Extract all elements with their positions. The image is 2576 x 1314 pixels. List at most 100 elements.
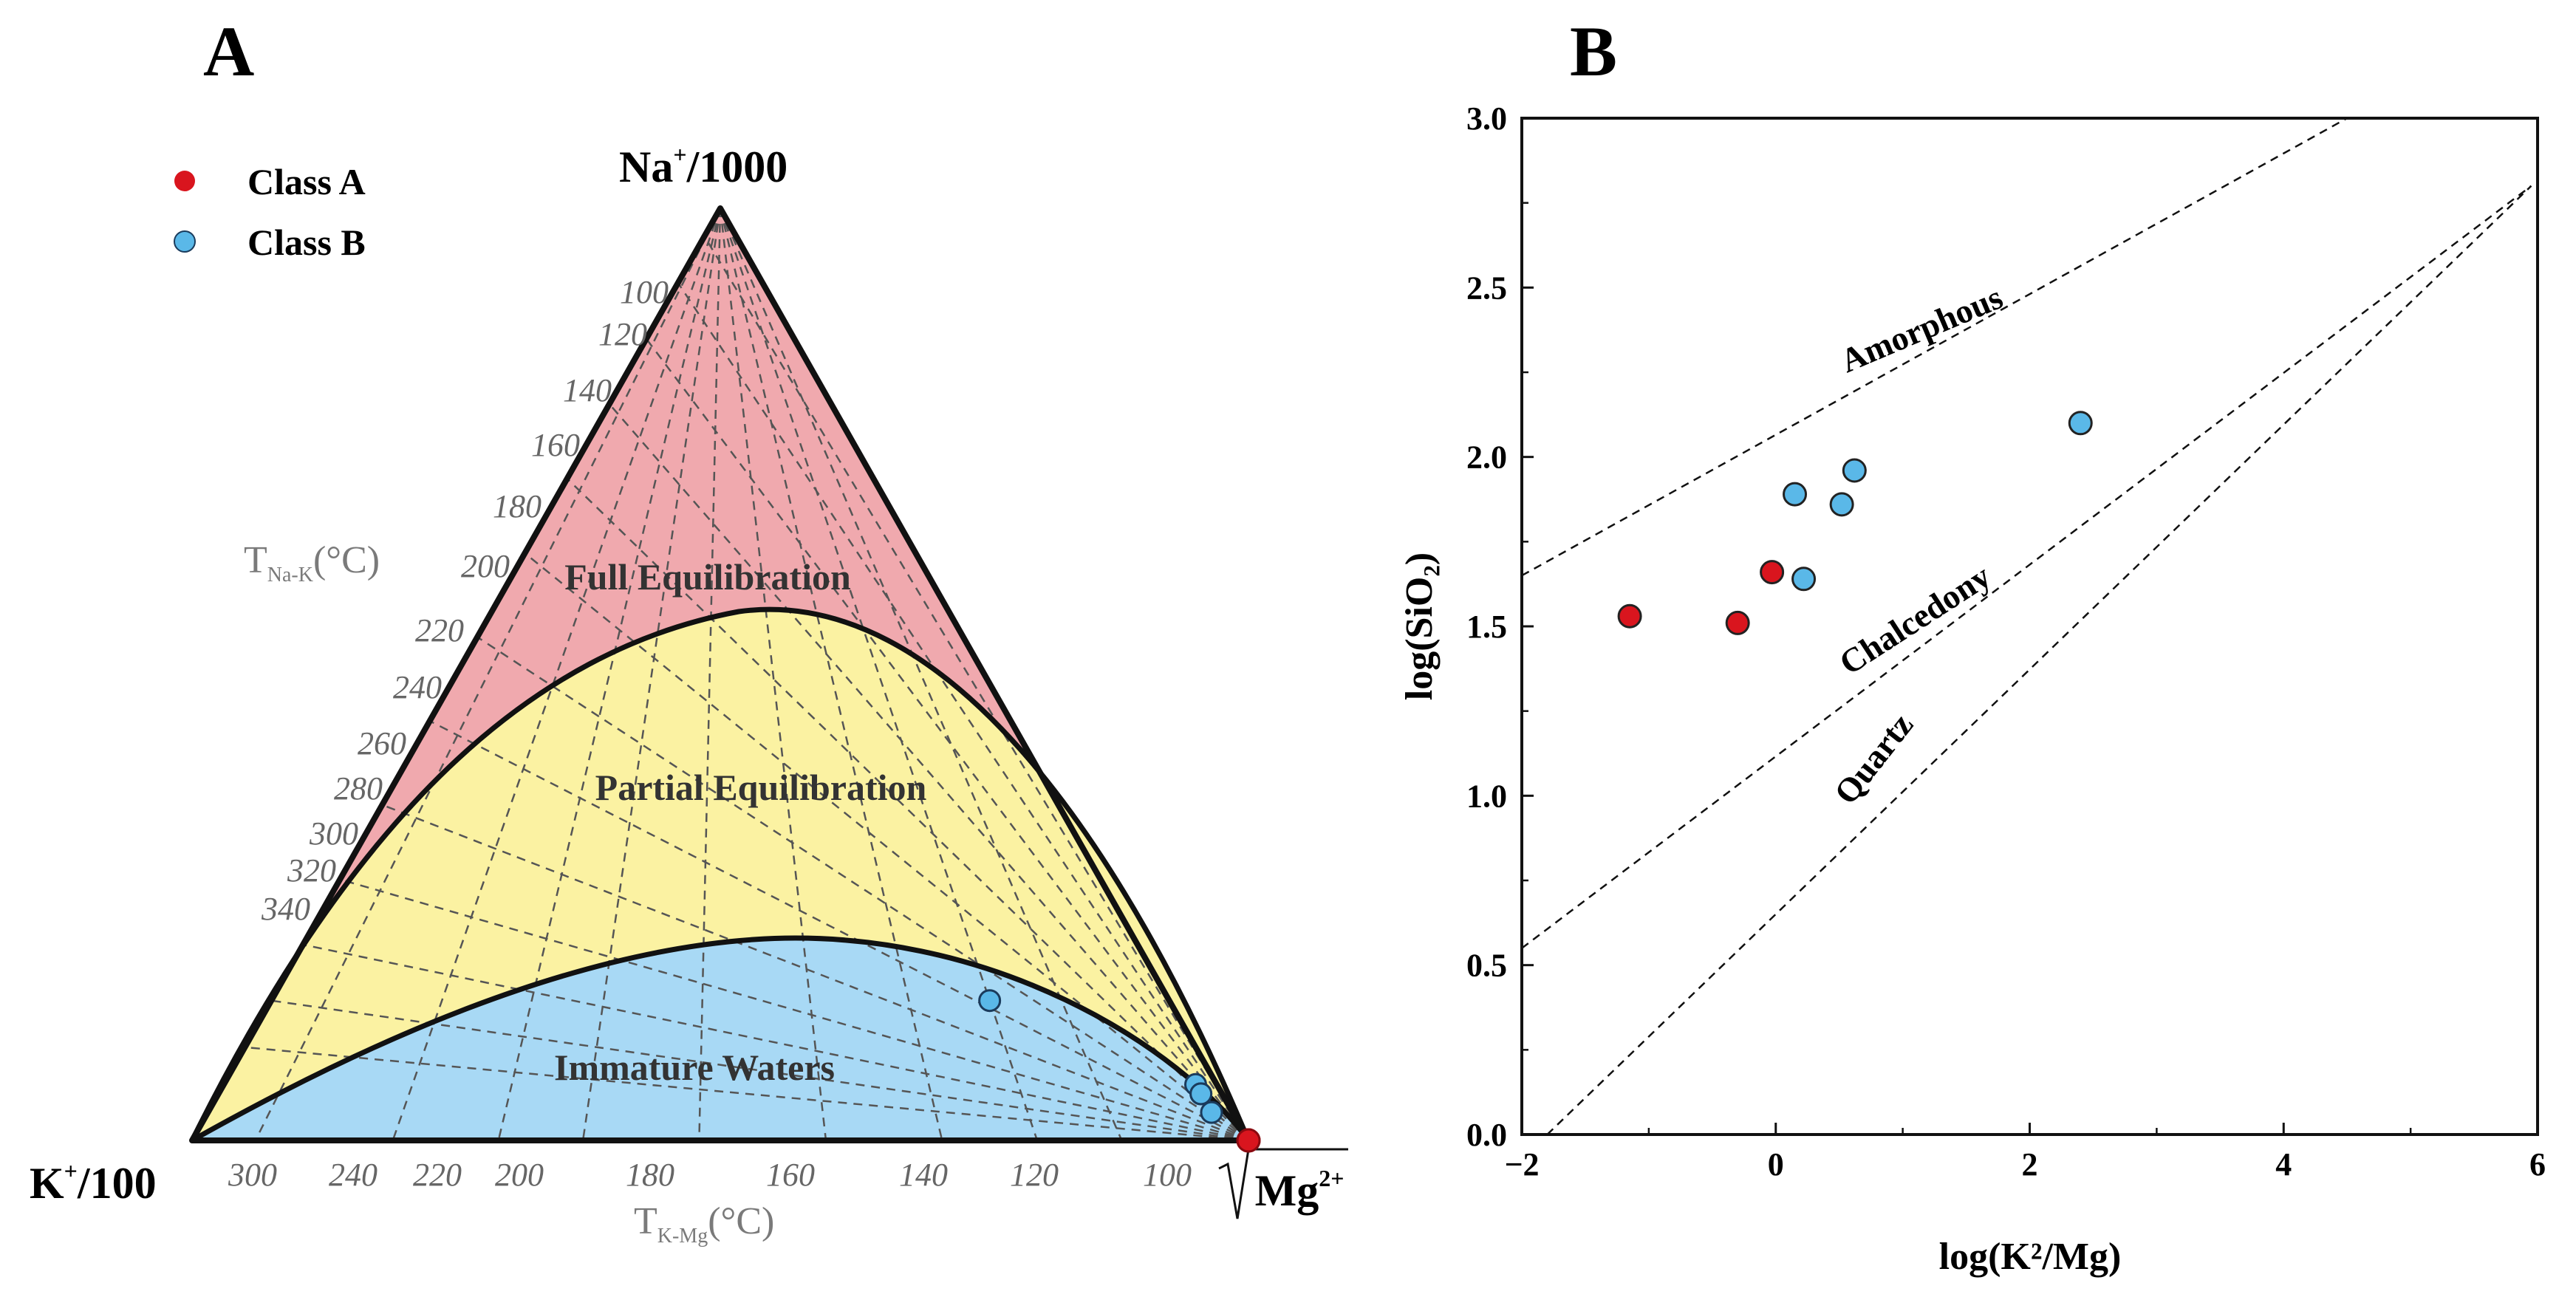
- legend-class-a-label: Class A: [247, 161, 366, 202]
- class-b-point: [1783, 482, 1808, 507]
- x-axis-title-b: log(K²/Mg): [1939, 1236, 2122, 1278]
- region-label-immature: Immature Waters: [554, 1047, 835, 1088]
- na-k-tick: 120: [598, 316, 647, 352]
- k-mg-tick: 180: [626, 1157, 674, 1193]
- x-tick-label: −2: [1504, 1146, 1539, 1183]
- axis-ticks-b: −2 0 2 4 6 0.0 0.5 1.0 1.5 2.0 2.5 3.0: [1466, 100, 2546, 1183]
- k-mg-tick-labels: 300 240 220 200 180 160 140 120 100: [228, 1157, 1192, 1193]
- full-equilibration-boundary: [189, 606, 1251, 1142]
- x-tick-label: 0: [1768, 1146, 1784, 1183]
- na-k-isotherm: [302, 943, 1248, 1140]
- y-tick-label: 1.5: [1466, 609, 1507, 645]
- na-k-tick: 340: [261, 891, 310, 927]
- panel-a: A Class A Class B Na+/1000 K+/100 √Mg2+ …: [30, 12, 1348, 1248]
- line-quartz: [1546, 185, 2532, 1135]
- class-b-point: [978, 989, 1002, 1013]
- apex-label-mg: √Mg2+: [1254, 1165, 1344, 1215]
- na-k-isotherm: [645, 338, 1248, 1140]
- y-tick-label: 2.0: [1466, 439, 1507, 476]
- y-tick-label: 1.0: [1466, 778, 1507, 814]
- k-mg-isotherm: [719, 208, 827, 1140]
- na-k-axis-title: TNa-K(°C): [244, 539, 380, 586]
- class-a-point: [1617, 603, 1642, 629]
- y-tick-label: 0.0: [1466, 1117, 1507, 1153]
- panel-b: B −2 0 2 4 60.00.51.01.52.02.53.0 Amorphous …: [1398, 12, 2546, 1278]
- na-k-tick-labels: 100 120 140 160 180 200 220 240 260 280 …: [261, 274, 669, 927]
- apex-label-k: K+/100: [30, 1157, 157, 1208]
- class-b-point: [1189, 1082, 1213, 1106]
- k-mg-tick: 300: [228, 1157, 277, 1193]
- na-k-isotherm: [677, 282, 1248, 1140]
- immature-waters-boundary: [191, 935, 1251, 1143]
- k-mg-isotherm: [581, 208, 722, 1140]
- na-k-isotherm: [703, 236, 1248, 1140]
- x-tick-label: 6: [2529, 1146, 2546, 1183]
- ternary-triangle-outline: [189, 205, 1251, 1143]
- na-k-tick: 260: [358, 725, 406, 762]
- na-k-isotherm: [524, 552, 1248, 1140]
- k-mg-tick: 200: [495, 1157, 544, 1193]
- plot-frame-b: [1520, 117, 2539, 1136]
- class-a-point: [1236, 1128, 1261, 1153]
- isotherm-lines-na-k: [245, 236, 1248, 1140]
- class-a-point: [1725, 610, 1750, 635]
- class-b-point: [1791, 567, 1817, 592]
- legend-a: Class A Class B: [174, 161, 366, 263]
- line-chalcedony: [1522, 185, 2532, 949]
- k-mg-axis-title: TK-Mg(°C): [634, 1200, 774, 1248]
- k-mg-tick: 120: [1010, 1157, 1059, 1193]
- na-k-tick: 220: [415, 612, 464, 649]
- line-amorphous: [1522, 118, 2348, 577]
- na-k-tick: 180: [493, 488, 541, 524]
- na-k-isotherm: [608, 403, 1248, 1140]
- sqrt-mg-symbol-line: [1218, 1148, 1348, 1219]
- apex-label-na: Na+/1000: [619, 141, 788, 191]
- k-mg-tick: 220: [413, 1157, 462, 1193]
- y-tick-label: 0.5: [1466, 948, 1507, 984]
- ternary-points: [978, 989, 1261, 1153]
- k-mg-tick: 160: [766, 1157, 815, 1193]
- na-k-tick: 240: [393, 669, 442, 705]
- na-k-isotherm: [566, 478, 1248, 1140]
- y-axis-title-b: log(SiO₂): [1398, 552, 1441, 700]
- scatter-points-b: [1617, 411, 2093, 635]
- k-mg-isotherm: [254, 208, 722, 1140]
- na-k-isotherm: [476, 636, 1248, 1140]
- na-k-isotherm: [245, 1046, 1248, 1140]
- x-tick-label: 4: [2275, 1146, 2292, 1183]
- x-tick-label: 2: [2022, 1146, 2038, 1183]
- region-label-full: Full Equilibration: [564, 556, 851, 598]
- na-k-tick: 100: [620, 274, 669, 310]
- panel-b-letter: B: [1570, 12, 1617, 91]
- na-k-tick: 140: [563, 372, 612, 408]
- y-tick-label: 2.5: [1466, 270, 1507, 306]
- legend-class-b-marker: [174, 230, 196, 253]
- na-k-tick: 280: [334, 770, 383, 807]
- k-mg-isotherm: [392, 208, 722, 1140]
- k-mg-tick: 140: [899, 1157, 948, 1193]
- legend-class-a-marker: [174, 171, 195, 191]
- equilibrium-lines: [1522, 118, 2532, 1135]
- na-k-tick: 200: [461, 548, 510, 584]
- region-immature-waters: [192, 938, 1248, 1140]
- class-b-point: [1842, 458, 1867, 483]
- k-mg-isotherm: [698, 208, 722, 1140]
- class-b-point: [1829, 492, 1854, 517]
- y-tick-label: 3.0: [1466, 100, 1507, 137]
- na-k-tick: 160: [531, 427, 580, 463]
- na-k-isotherm: [339, 878, 1248, 1140]
- legend-class-b-label: Class B: [247, 222, 366, 263]
- na-k-isotherm: [429, 719, 1248, 1140]
- region-label-partial: Partial Equilibration: [595, 767, 927, 808]
- na-k-tick: 300: [309, 815, 358, 852]
- panel-a-letter: A: [203, 12, 254, 91]
- na-k-tick: 320: [287, 852, 336, 889]
- class-b-point: [2068, 411, 2093, 436]
- k-mg-isotherm: [719, 208, 1123, 1140]
- class-a-point: [1760, 560, 1785, 585]
- k-mg-isotherm: [719, 208, 943, 1140]
- k-mg-tick: 240: [329, 1157, 377, 1193]
- class-b-point: [1200, 1101, 1223, 1124]
- k-mg-tick: 100: [1143, 1157, 1192, 1193]
